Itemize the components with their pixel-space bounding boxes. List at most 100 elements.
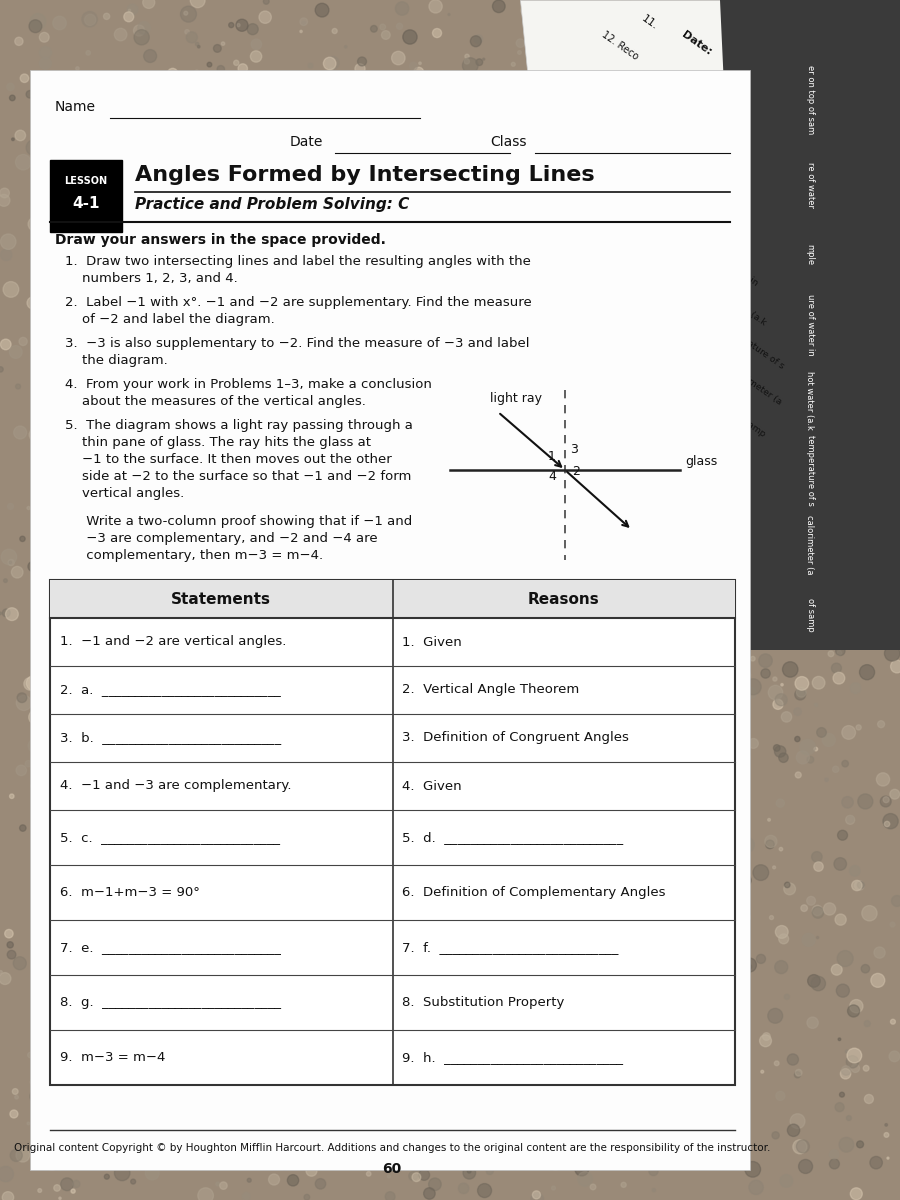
Circle shape xyxy=(114,29,127,41)
Circle shape xyxy=(10,95,15,101)
Circle shape xyxy=(882,41,896,55)
Circle shape xyxy=(51,354,58,360)
Circle shape xyxy=(266,118,273,124)
Circle shape xyxy=(850,292,853,295)
Circle shape xyxy=(778,752,788,762)
Circle shape xyxy=(800,739,815,755)
Circle shape xyxy=(591,194,594,197)
Circle shape xyxy=(665,1099,673,1108)
Circle shape xyxy=(226,509,240,523)
Circle shape xyxy=(793,488,803,498)
Circle shape xyxy=(158,1085,168,1096)
Circle shape xyxy=(380,325,392,337)
Circle shape xyxy=(792,100,802,109)
Circle shape xyxy=(363,76,370,83)
Circle shape xyxy=(594,1082,597,1086)
Circle shape xyxy=(843,216,846,218)
Circle shape xyxy=(641,1046,644,1050)
Circle shape xyxy=(158,842,166,851)
Text: 2.  a.  ___________________________: 2. a. ___________________________ xyxy=(60,684,281,696)
Circle shape xyxy=(353,780,356,784)
Circle shape xyxy=(644,1033,649,1038)
Text: ure of water in: ure of water in xyxy=(806,294,814,356)
Circle shape xyxy=(759,654,772,667)
Circle shape xyxy=(557,486,567,496)
Circle shape xyxy=(760,668,770,678)
Circle shape xyxy=(385,638,394,647)
Circle shape xyxy=(617,510,629,522)
Circle shape xyxy=(439,460,450,470)
Circle shape xyxy=(737,751,750,764)
Circle shape xyxy=(512,703,517,708)
Circle shape xyxy=(306,620,314,629)
Circle shape xyxy=(775,694,788,706)
Circle shape xyxy=(246,222,254,230)
Circle shape xyxy=(377,852,387,863)
Circle shape xyxy=(734,1058,740,1063)
Circle shape xyxy=(765,835,777,847)
Circle shape xyxy=(861,298,870,307)
Text: side at −2 to the surface so that −1 and −2 form: side at −2 to the surface so that −1 and… xyxy=(82,470,411,482)
Circle shape xyxy=(186,487,198,499)
Circle shape xyxy=(708,596,712,600)
Circle shape xyxy=(501,850,517,865)
Circle shape xyxy=(573,89,577,92)
Circle shape xyxy=(589,1086,593,1091)
Circle shape xyxy=(165,1075,176,1087)
Circle shape xyxy=(844,368,859,383)
Text: 4.  From your work in Problems 1–3, make a conclusion: 4. From your work in Problems 1–3, make … xyxy=(65,378,432,391)
Circle shape xyxy=(406,974,421,989)
Circle shape xyxy=(832,24,843,36)
Circle shape xyxy=(71,1189,76,1193)
Circle shape xyxy=(0,1166,14,1182)
Circle shape xyxy=(355,414,367,427)
Circle shape xyxy=(304,1018,314,1027)
Circle shape xyxy=(104,13,110,19)
Circle shape xyxy=(816,312,831,326)
Circle shape xyxy=(453,1094,468,1110)
Circle shape xyxy=(188,889,190,892)
Circle shape xyxy=(477,121,482,126)
Circle shape xyxy=(822,198,825,202)
Circle shape xyxy=(300,30,302,32)
Circle shape xyxy=(341,949,349,958)
Circle shape xyxy=(315,656,323,665)
Circle shape xyxy=(284,1012,295,1024)
Circle shape xyxy=(128,1108,137,1116)
Text: glass: glass xyxy=(685,456,717,468)
Circle shape xyxy=(778,404,790,418)
Circle shape xyxy=(604,72,615,82)
Circle shape xyxy=(673,119,679,125)
Circle shape xyxy=(380,377,395,391)
Circle shape xyxy=(715,535,727,547)
Circle shape xyxy=(842,726,856,739)
Circle shape xyxy=(284,1070,292,1079)
Circle shape xyxy=(601,479,616,493)
Circle shape xyxy=(329,68,333,72)
Circle shape xyxy=(213,91,220,97)
Circle shape xyxy=(828,650,833,656)
Circle shape xyxy=(440,566,445,570)
Circle shape xyxy=(104,877,112,887)
Circle shape xyxy=(856,725,861,730)
Circle shape xyxy=(410,62,418,70)
Circle shape xyxy=(118,324,134,340)
Circle shape xyxy=(1,234,16,250)
Circle shape xyxy=(136,216,143,223)
Circle shape xyxy=(566,649,571,654)
Circle shape xyxy=(85,1087,98,1100)
Circle shape xyxy=(142,390,155,402)
Circle shape xyxy=(385,1192,395,1200)
Circle shape xyxy=(250,281,263,294)
Circle shape xyxy=(203,660,211,667)
Circle shape xyxy=(256,708,259,710)
Circle shape xyxy=(627,739,644,755)
Circle shape xyxy=(428,578,437,588)
Circle shape xyxy=(439,227,447,235)
Circle shape xyxy=(666,961,680,976)
Circle shape xyxy=(195,593,209,607)
Circle shape xyxy=(133,25,145,36)
Circle shape xyxy=(215,977,229,990)
Circle shape xyxy=(778,934,788,944)
Circle shape xyxy=(395,737,398,740)
